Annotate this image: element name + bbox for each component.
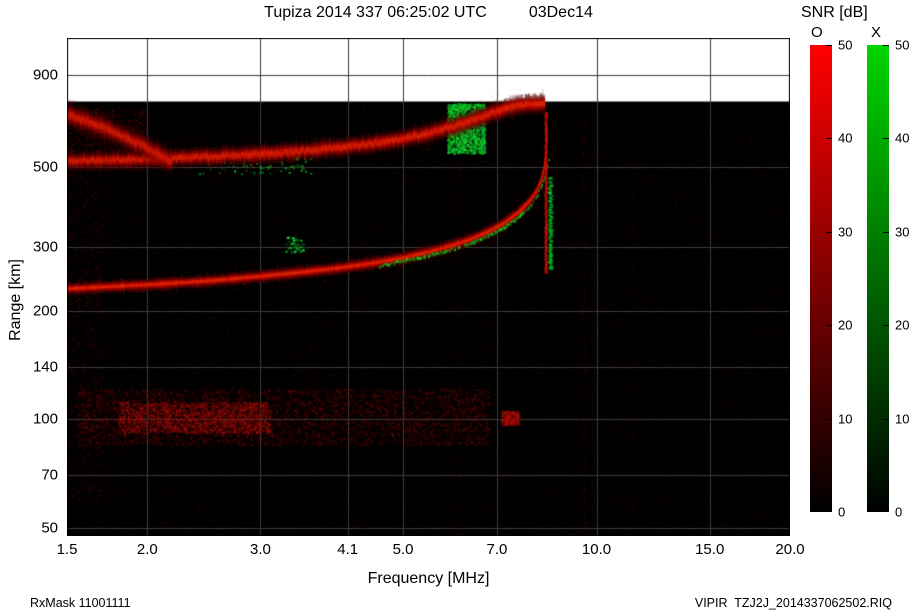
colorbar-tick-mark [826, 45, 832, 46]
colorbar-tick-mark [883, 45, 889, 46]
plot-header: Tupiza 2014 337 06:25:02 UTC 03Dec14 [67, 4, 790, 22]
colorbar-tick-mark [883, 231, 889, 233]
y-axis-tick-label: 500 [32, 158, 58, 176]
y-axis-label: Range [km] [7, 259, 24, 341]
colorbar-tick-mark [883, 418, 889, 420]
colorbar-tick-label: 30 [895, 224, 910, 240]
colorbar-tick-mark [883, 138, 889, 140]
colorbar-tick-label: 50 [838, 37, 853, 53]
x-axis-tick-label: 2.0 [136, 541, 158, 558]
ionogram-canvas [67, 38, 790, 536]
colorbar-tick-label: 20 [895, 317, 910, 333]
colorbar-tick-mark [883, 325, 889, 327]
x-axis-tick-label: 7.0 [486, 541, 508, 558]
x-colorbar-tick-labels: 50 40 30 20 10 0 [895, 38, 922, 520]
colorbar-tick-label: 50 [895, 37, 910, 53]
x-axis-tick-label: 10.0 [581, 541, 612, 558]
plot-title: Tupiza 2014 337 06:25:02 UTC [264, 4, 487, 21]
plot-date: 03Dec14 [528, 4, 593, 21]
x-axis-label: Frequency [MHz] [367, 570, 490, 587]
y-axis-tick-label: 70 [41, 466, 58, 484]
y-axis-tick-label: 140 [32, 358, 58, 376]
x-axis-tick-label: 3.0 [250, 541, 271, 558]
y-axis-tick-label: 200 [32, 302, 58, 320]
colorbar-tick-mark [883, 511, 889, 512]
x-axis-tick-labels: 1.5 2.0 3.0 4.1 5.0 7.0 10.0 15.0 20.0 [57, 541, 805, 559]
y-axis-tick-label: 50 [41, 519, 58, 537]
y-axis-tick-label: 100 [32, 410, 58, 428]
x-axis-tick-label: 4.1 [337, 541, 359, 558]
colorbar-tick-label: 40 [895, 130, 910, 146]
colorbar-tick-label: 0 [838, 504, 846, 520]
colorbar-tick-label: 0 [895, 504, 903, 520]
colorbar-tick-mark [826, 231, 832, 233]
x-mode-colorbar [867, 45, 889, 512]
x-axis-tick-label: 15.0 [695, 541, 725, 558]
colorbar-tick-mark [826, 138, 832, 140]
colorbar-tick-mark [826, 325, 832, 327]
colorbar-tick-label: 40 [838, 130, 853, 146]
x-axis-tick-label: 5.0 [392, 541, 414, 558]
x-mode-label: X [871, 24, 882, 41]
footer-filename: VIPIR TZJ2J_2014337062502.RIQ [694, 596, 892, 610]
o-mode-label: O [811, 24, 823, 41]
x-axis-tick-label: 20.0 [775, 541, 805, 558]
y-axis-tick-labels: 900 500 300 200 140 100 70 50 [12, 38, 58, 537]
colorbar-tick-label: 20 [838, 317, 853, 333]
o-mode-colorbar [810, 45, 832, 512]
colorbar-tick-label: 30 [838, 224, 853, 240]
o-colorbar-tick-labels: 50 40 30 20 10 0 [838, 38, 868, 520]
x-axis-tick-label: 1.5 [56, 541, 78, 558]
y-axis-tick-label: 300 [32, 238, 58, 256]
colorbar-tick-label: 10 [895, 411, 910, 427]
colorbar-tick-mark [826, 511, 832, 512]
footer-rxmask: RxMask 11001111 [30, 596, 131, 610]
colorbar-tick-label: 10 [838, 411, 853, 427]
y-axis-tick-label: 900 [32, 66, 58, 84]
snr-colorbar-title: SNR [dB] [801, 4, 868, 21]
colorbar-tick-mark [826, 418, 832, 420]
